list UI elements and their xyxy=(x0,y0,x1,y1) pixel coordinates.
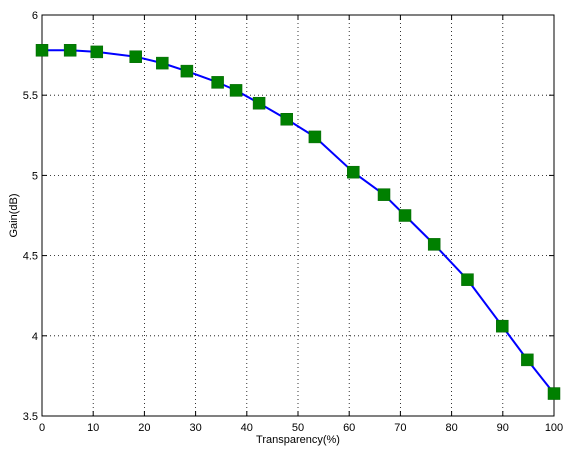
x-tick-label: 60 xyxy=(343,422,355,434)
data-point-marker xyxy=(180,64,194,78)
data-point-marker xyxy=(461,273,474,286)
x-tick-label: 100 xyxy=(545,422,563,434)
x-tick-label: 20 xyxy=(138,422,150,434)
data-point-marker xyxy=(129,50,142,63)
y-tick-label: 6 xyxy=(32,10,38,22)
tick-labels: 0 10 20 30 40 50 60 70 80 90 100 3.5 4 4.5 5 5.5 6 xyxy=(23,10,563,434)
data-point-marker xyxy=(427,238,441,251)
x-tick-label: 70 xyxy=(394,422,406,434)
data-point-marker xyxy=(521,353,534,367)
data-point-marker xyxy=(63,44,77,57)
x-tick-label: 90 xyxy=(497,422,509,434)
x-tick-label: 80 xyxy=(445,422,457,434)
x-tick-label: 30 xyxy=(189,422,201,434)
x-tick-label: 50 xyxy=(292,422,304,434)
data-point-marker xyxy=(35,44,49,57)
data-point-marker xyxy=(90,45,104,59)
ticks xyxy=(41,14,555,417)
data-point-marker xyxy=(398,209,412,222)
x-axis-label: Transparency(%) xyxy=(256,434,340,446)
data-point-marker xyxy=(211,76,224,89)
data-point-marker xyxy=(280,113,293,126)
x-tick-label: 0 xyxy=(39,422,45,434)
data-point-marker xyxy=(229,84,243,97)
data-point-marker xyxy=(156,56,169,70)
y-tick-label: 5 xyxy=(32,170,38,182)
y-tick-label: 4 xyxy=(32,331,38,343)
data-point-marker xyxy=(377,188,391,201)
data-point-marker xyxy=(547,387,561,400)
x-tick-label: 10 xyxy=(87,422,99,434)
data-point-marker xyxy=(496,319,509,333)
data-point-marker xyxy=(308,130,322,144)
y-tick-label: 5.5 xyxy=(23,90,38,102)
y-tick-label: 4.5 xyxy=(23,251,38,263)
y-tick-label: 3.5 xyxy=(23,411,38,423)
data-point-marker xyxy=(252,96,266,110)
series-layer xyxy=(35,44,561,400)
x-tick-label: 40 xyxy=(241,422,253,434)
y-axis-label: Gain(dB) xyxy=(8,193,20,237)
data-point-marker xyxy=(347,165,360,179)
